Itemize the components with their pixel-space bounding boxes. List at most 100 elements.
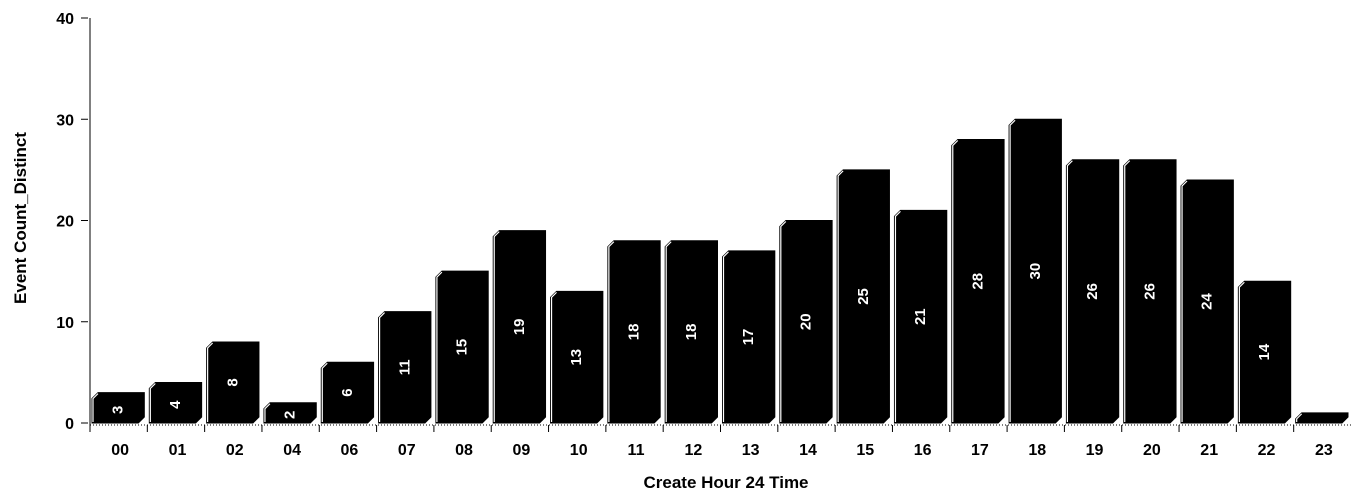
bar-value-label: 4	[167, 400, 184, 409]
bar-group: 26	[1123, 159, 1177, 424]
bar-highlight	[1238, 281, 1245, 422]
bar-highlight	[149, 383, 156, 422]
bar-value-label: 26	[1141, 283, 1158, 300]
bar-highlight	[608, 241, 615, 422]
bar-group: 28	[951, 139, 1005, 424]
x-tick-label: 15	[856, 442, 874, 459]
bar	[320, 361, 375, 424]
y-tick-label: 10	[56, 315, 74, 332]
bar-highlight	[665, 241, 672, 422]
bar	[550, 290, 604, 424]
bar-group: 30	[1008, 118, 1062, 424]
bar	[263, 402, 317, 424]
x-tick-label: 07	[398, 442, 416, 459]
bar-value-label: 25	[855, 288, 872, 305]
bar-value-label: 15	[454, 339, 471, 356]
bar-highlight	[1181, 180, 1188, 422]
bar-highlight	[952, 140, 959, 422]
bar-highlight	[1124, 160, 1131, 422]
bar	[1008, 118, 1062, 424]
x-axis-title: Create Hour 24 Time	[643, 473, 808, 492]
y-tick-label: 30	[56, 112, 74, 129]
bar-value-label: 3	[110, 406, 127, 414]
bar-group: 18	[664, 240, 718, 424]
bar-highlight	[436, 271, 443, 422]
bar	[1295, 412, 1349, 424]
bar-group: 24	[1180, 179, 1234, 424]
x-tick-label: 01	[169, 442, 187, 459]
bar-group: 6	[320, 361, 375, 424]
x-tick-label: 02	[226, 442, 244, 459]
x-tick-label: 00	[111, 442, 129, 459]
x-tick-label: 22	[1258, 442, 1276, 459]
bar-value-label: 26	[1084, 283, 1101, 300]
bar-highlight	[92, 393, 99, 422]
y-tick-label: 40	[56, 11, 74, 28]
x-tick-label: 17	[971, 442, 989, 459]
x-tick-label: 11	[628, 442, 645, 459]
bar	[435, 270, 489, 424]
bar-value-label: 13	[568, 349, 585, 366]
x-tick-label: 09	[512, 442, 530, 459]
bar-group: 13	[550, 290, 604, 424]
bar	[91, 392, 145, 424]
bar-group: 17	[722, 250, 776, 424]
bar-group: 18	[607, 240, 661, 424]
bar-group: 11	[378, 311, 432, 424]
bar-group: 19	[492, 230, 547, 424]
bar	[206, 341, 260, 424]
bar-value-label: 14	[1256, 343, 1273, 360]
bar	[1237, 280, 1292, 424]
bar	[1180, 179, 1234, 424]
bar-value-label: 20	[797, 313, 814, 330]
bar-value-label: 18	[683, 324, 700, 341]
bar-highlight	[321, 362, 328, 422]
x-tick-label: 06	[341, 442, 359, 459]
bar	[1123, 159, 1177, 424]
bar	[148, 382, 203, 424]
bar-group: 25	[836, 169, 890, 424]
x-tick-label: 08	[455, 442, 473, 459]
bar-group: 4	[148, 382, 203, 424]
bar-highlight	[1009, 119, 1016, 422]
y-axis: 0 10 20 30 40	[56, 11, 91, 433]
bar-group: 15	[435, 270, 489, 424]
bar-value-label: 2	[282, 411, 299, 419]
bar	[836, 169, 890, 424]
x-tick-label: 12	[684, 442, 702, 459]
bar-value-label: 17	[740, 329, 757, 346]
bar-highlight	[493, 231, 500, 422]
bar-highlight	[894, 210, 901, 422]
bar	[951, 139, 1005, 424]
bar-value-label: 21	[912, 308, 929, 325]
bar-highlight	[264, 403, 271, 422]
bar-value-label: 11	[396, 359, 413, 375]
x-tick-label: 13	[742, 442, 760, 459]
bar-highlight	[550, 291, 557, 422]
bar	[664, 240, 718, 424]
bar-value-label: 18	[626, 324, 643, 341]
x-tick-label: 18	[1028, 442, 1046, 459]
x-tick-label: 21	[1200, 442, 1218, 459]
bar	[492, 230, 547, 424]
bar-value-label: 19	[511, 318, 528, 335]
bar-group	[1295, 412, 1349, 424]
bar-highlight	[1066, 160, 1073, 422]
x-tick-label: 04	[283, 442, 301, 459]
bar-value-label: 30	[1027, 263, 1044, 280]
x-tick-label: 16	[914, 442, 932, 459]
bar-group: 21	[893, 209, 948, 424]
bar-highlight	[722, 251, 729, 422]
bar-highlight	[207, 342, 214, 422]
bar-group: 20	[779, 220, 833, 424]
y-axis-title: Event Count_Distinct	[11, 132, 30, 304]
x-tick-label: 19	[1086, 442, 1104, 459]
bar-group: 26	[1065, 159, 1120, 424]
bar-highlight	[780, 221, 787, 422]
bar	[607, 240, 661, 424]
bar	[722, 250, 776, 424]
x-tick-label: 10	[570, 442, 588, 459]
bar	[893, 209, 948, 424]
